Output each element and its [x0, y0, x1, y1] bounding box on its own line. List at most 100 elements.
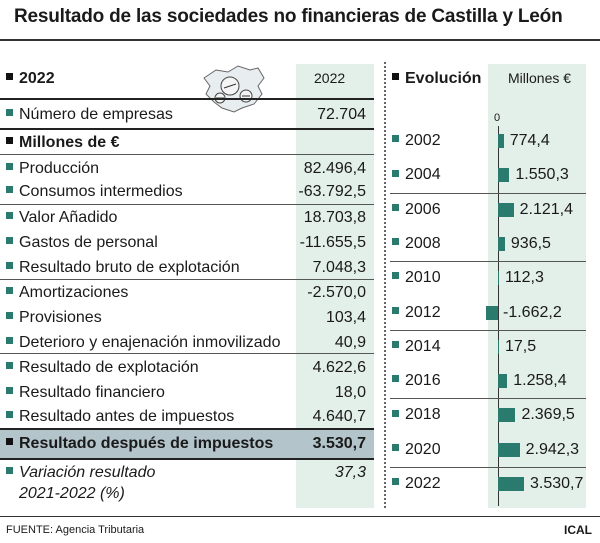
square-bullet-icon	[6, 362, 13, 370]
table-row: Resultado financiero 18,0	[0, 380, 374, 405]
bar	[498, 374, 508, 389]
unit-label: Millones €	[508, 70, 572, 86]
table-row: Consumos intermedios -63.792,5	[0, 179, 374, 204]
square-bullet-icon	[6, 237, 13, 245]
bar-value-label: -1.662,2	[503, 303, 562, 321]
square-bullet-icon	[6, 212, 13, 220]
square-bullet-icon	[6, 411, 13, 419]
result-after-tax-row: Resultado después de impuestos 3.530,7	[0, 428, 374, 460]
table-row: Número de empresas 72.704	[0, 102, 374, 127]
source-text: FUENTE: Agencia Tributaria	[6, 524, 145, 536]
square-bullet-icon	[392, 478, 399, 486]
top-rule	[0, 39, 600, 41]
table-row: Provisiones 103,4	[0, 305, 374, 330]
year-label: 2012	[392, 304, 441, 322]
header-separator	[0, 98, 374, 100]
square-bullet-icon	[392, 306, 399, 314]
bar-value-label: 1.258,4	[513, 372, 567, 390]
year-label: 2018	[392, 406, 441, 424]
bottom-rule	[0, 516, 600, 517]
variation-row: Variación resultado 2021-2022 (%) 37,3	[0, 460, 374, 506]
row-separator	[390, 467, 586, 468]
row-separator	[390, 398, 586, 400]
bar-value-label: 936,5	[510, 234, 551, 252]
year-label: 2014	[392, 338, 441, 356]
bar	[498, 168, 510, 183]
bar-value-label: 1.550,3	[515, 166, 569, 184]
square-bullet-icon	[392, 443, 399, 451]
bar	[498, 477, 524, 491]
right-chart-column-bg	[488, 64, 586, 508]
bar	[485, 305, 498, 320]
square-bullet-icon	[6, 163, 13, 171]
bar-value-label: 3.530,7	[530, 475, 584, 492]
table-row: Gastos de personal -11.655,5	[0, 230, 374, 255]
left-header: 2022	[6, 70, 55, 88]
square-bullet-icon	[392, 203, 399, 211]
year-label: 2006	[392, 201, 441, 219]
year-label: 2008	[392, 235, 441, 253]
bar-value-label: 2.369,5	[521, 406, 575, 424]
square-bullet-icon	[6, 467, 13, 475]
bar-value-label: 2.942,3	[525, 440, 580, 458]
square-bullet-icon	[392, 169, 399, 177]
square-bullet-icon	[6, 109, 13, 117]
table-row: Resultado de explotación 4.622,6	[0, 355, 374, 380]
bar-value-label: 112,3	[505, 269, 544, 287]
row-separator	[0, 128, 374, 130]
square-bullet-icon	[392, 73, 399, 81]
zero-axis-label: 0	[494, 112, 501, 124]
bar	[498, 236, 505, 251]
row-separator	[390, 261, 586, 263]
square-bullet-icon	[6, 438, 13, 446]
bar-value-label: 17,5	[505, 337, 537, 355]
row-separator	[0, 279, 374, 280]
brand-label: ICAL	[564, 523, 592, 537]
bar	[498, 442, 520, 457]
bar	[498, 271, 499, 286]
year-label: 2016	[392, 372, 441, 390]
year-label: 2002	[392, 132, 441, 150]
year-label: 2004	[392, 166, 441, 184]
zero-axis-line	[498, 126, 499, 506]
chart-title: Resultado de las sociedades no financier…	[14, 6, 563, 27]
row-separator	[0, 353, 374, 354]
square-bullet-icon	[392, 135, 399, 143]
square-bullet-icon	[6, 337, 13, 345]
right-header: Evolución	[392, 70, 481, 88]
bar	[498, 408, 516, 423]
bar-value-label: 2.121,4	[519, 200, 573, 218]
castilla-leon-map-icon	[203, 65, 265, 113]
panel-divider	[384, 62, 386, 508]
square-bullet-icon	[6, 262, 13, 270]
year-label: 2020	[392, 441, 441, 459]
row-separator	[390, 329, 586, 331]
square-bullet-icon	[6, 312, 13, 320]
square-bullet-icon	[6, 137, 13, 145]
year-label: 2010	[392, 269, 441, 287]
table-row: Resultado antes de impuestos 4.640,7	[0, 404, 374, 429]
table-row: Resultado bruto de explotación 7.048,3	[0, 255, 374, 280]
bar	[498, 339, 499, 354]
row-separator	[390, 192, 586, 194]
square-bullet-icon	[6, 73, 13, 81]
square-bullet-icon	[392, 272, 399, 280]
table-row: Producción 82.496,4	[0, 156, 374, 181]
square-bullet-icon	[6, 186, 13, 194]
bar	[498, 134, 504, 148]
left-column-label: 2022	[314, 70, 346, 86]
square-bullet-icon	[392, 409, 399, 417]
table-row: Valor Añadido 18.703,8	[0, 205, 374, 230]
table-row: Deterioro y enajenación inmovilizado 40,…	[0, 330, 374, 355]
bar-value-label: 774,4	[509, 132, 550, 149]
square-bullet-icon	[392, 238, 399, 246]
row-separator	[0, 204, 374, 205]
table-section-header: Millones de €	[0, 130, 374, 155]
square-bullet-icon	[392, 375, 399, 383]
bar	[498, 202, 514, 217]
row-separator	[0, 154, 374, 155]
square-bullet-icon	[6, 387, 13, 395]
table-row: Amortizaciones -2.570,0	[0, 280, 374, 305]
year-label: 2022	[392, 475, 441, 493]
square-bullet-icon	[6, 287, 13, 295]
